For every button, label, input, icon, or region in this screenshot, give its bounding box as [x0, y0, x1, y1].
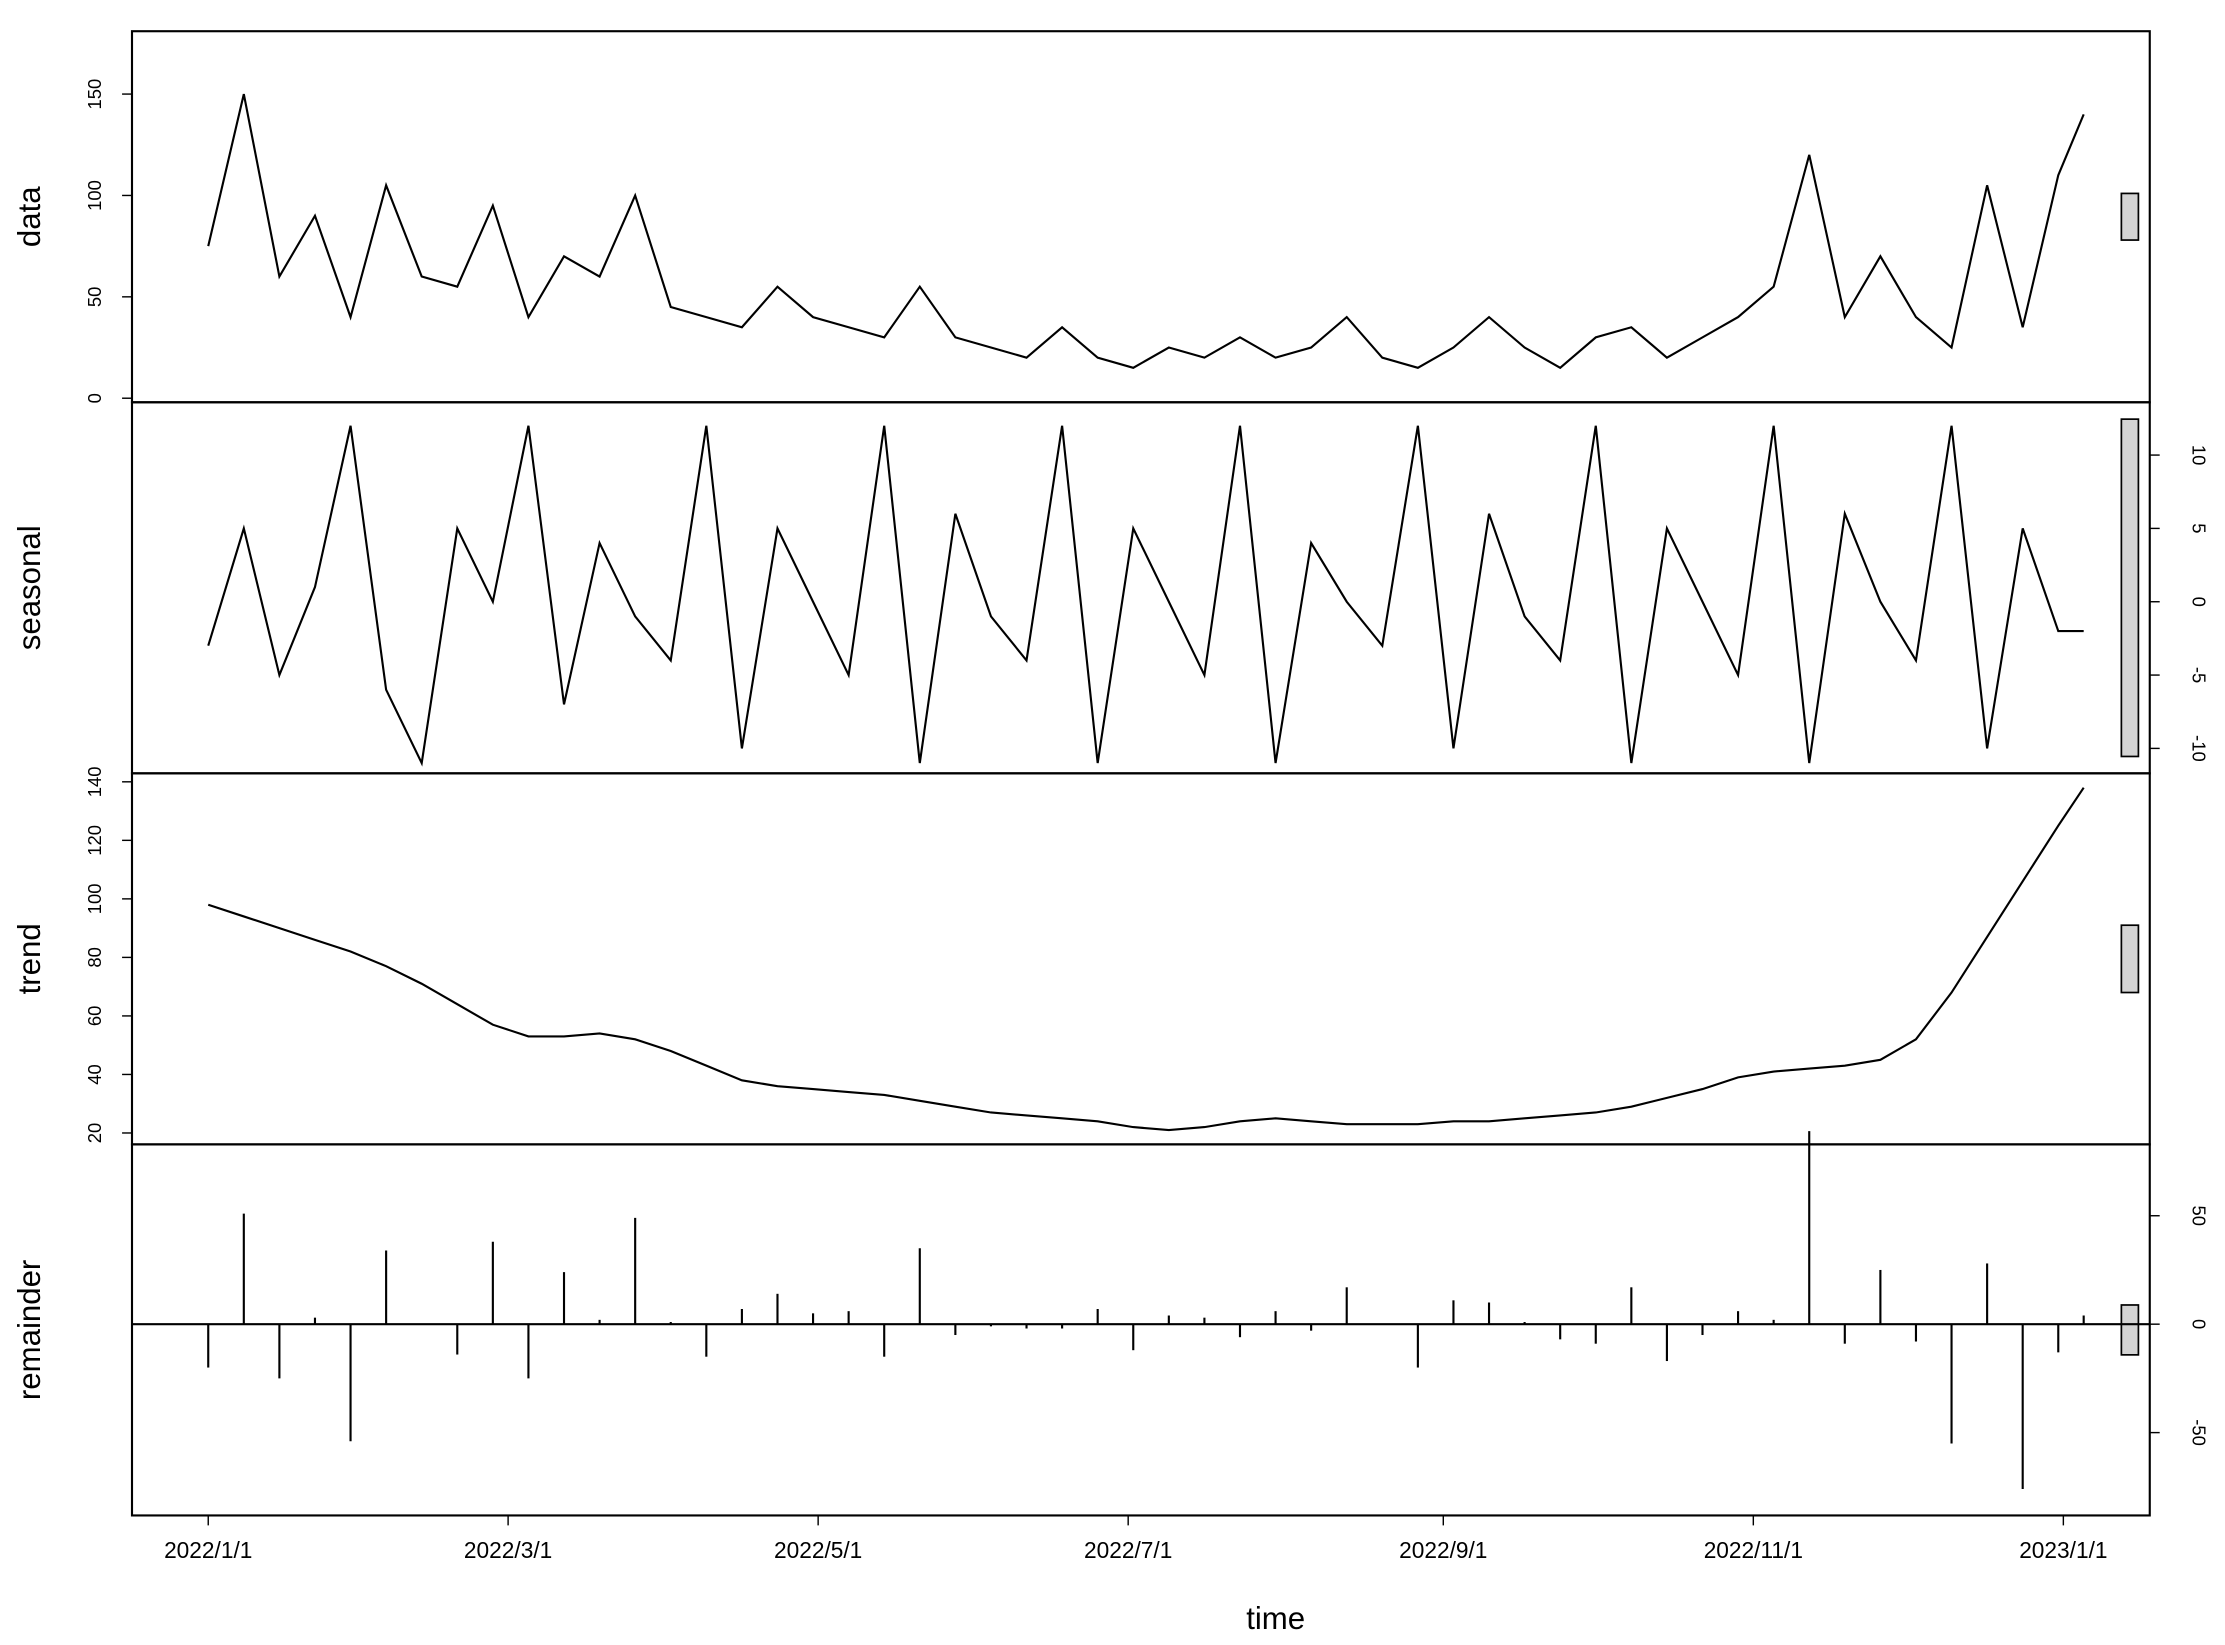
y-tick-label: 100 [84, 883, 105, 914]
y-tick-label: -10 [2188, 735, 2209, 762]
series-line [207, 787, 2085, 1132]
y-tick-label: 20 [84, 1123, 105, 1144]
y-axis-title: seasonal [12, 525, 47, 650]
x-tick-label: 2022/1/1 [164, 1537, 252, 1563]
y-tick-label: 5 [2188, 523, 2209, 533]
panel-frame [130, 772, 2151, 1146]
series-line [207, 93, 2085, 370]
x-tick-label: 2022/7/1 [1084, 1537, 1172, 1563]
y-tick-label: 40 [84, 1064, 105, 1085]
panel-frame [130, 401, 2151, 775]
range-bar [2120, 1304, 2140, 1356]
y-tick-label: 50 [84, 287, 105, 308]
y-axis-title: data [12, 186, 47, 247]
y-tick-label: -5 [2188, 667, 2209, 683]
y-tick-label: 60 [84, 1006, 105, 1027]
x-tick-label: 2022/11/1 [1704, 1537, 1803, 1563]
y-axis-title: trend [12, 923, 47, 994]
y-tick-label: 0 [84, 393, 105, 403]
x-tick-label: 2022/9/1 [1399, 1537, 1487, 1563]
range-bar [2120, 192, 2140, 241]
y-axis-title: remainder [12, 1260, 47, 1400]
y-tick-label: 100 [84, 180, 105, 211]
y-tick-label: 140 [84, 766, 105, 797]
y-tick-label: 10 [2188, 445, 2209, 466]
range-bar [2120, 924, 2140, 994]
x-axis-title: time [1246, 1601, 1305, 1636]
x-tick-label: 2023/1/1 [2019, 1537, 2107, 1563]
panel-frame [130, 1143, 2151, 1517]
x-tick-label: 2022/5/1 [774, 1537, 862, 1563]
y-tick-label: 120 [84, 825, 105, 856]
x-tick-label: 2022/3/1 [464, 1537, 552, 1563]
y-tick-label: 50 [2188, 1205, 2209, 1226]
series-line [207, 425, 2084, 767]
y-tick-label: 0 [2188, 597, 2209, 607]
panel-frame [130, 30, 2151, 404]
y-tick-label: 0 [2188, 1319, 2209, 1329]
y-tick-label: -50 [2188, 1419, 2209, 1446]
y-tick-label: 80 [84, 947, 105, 968]
range-bar [2120, 418, 2140, 758]
y-tick-label: 150 [84, 79, 105, 110]
